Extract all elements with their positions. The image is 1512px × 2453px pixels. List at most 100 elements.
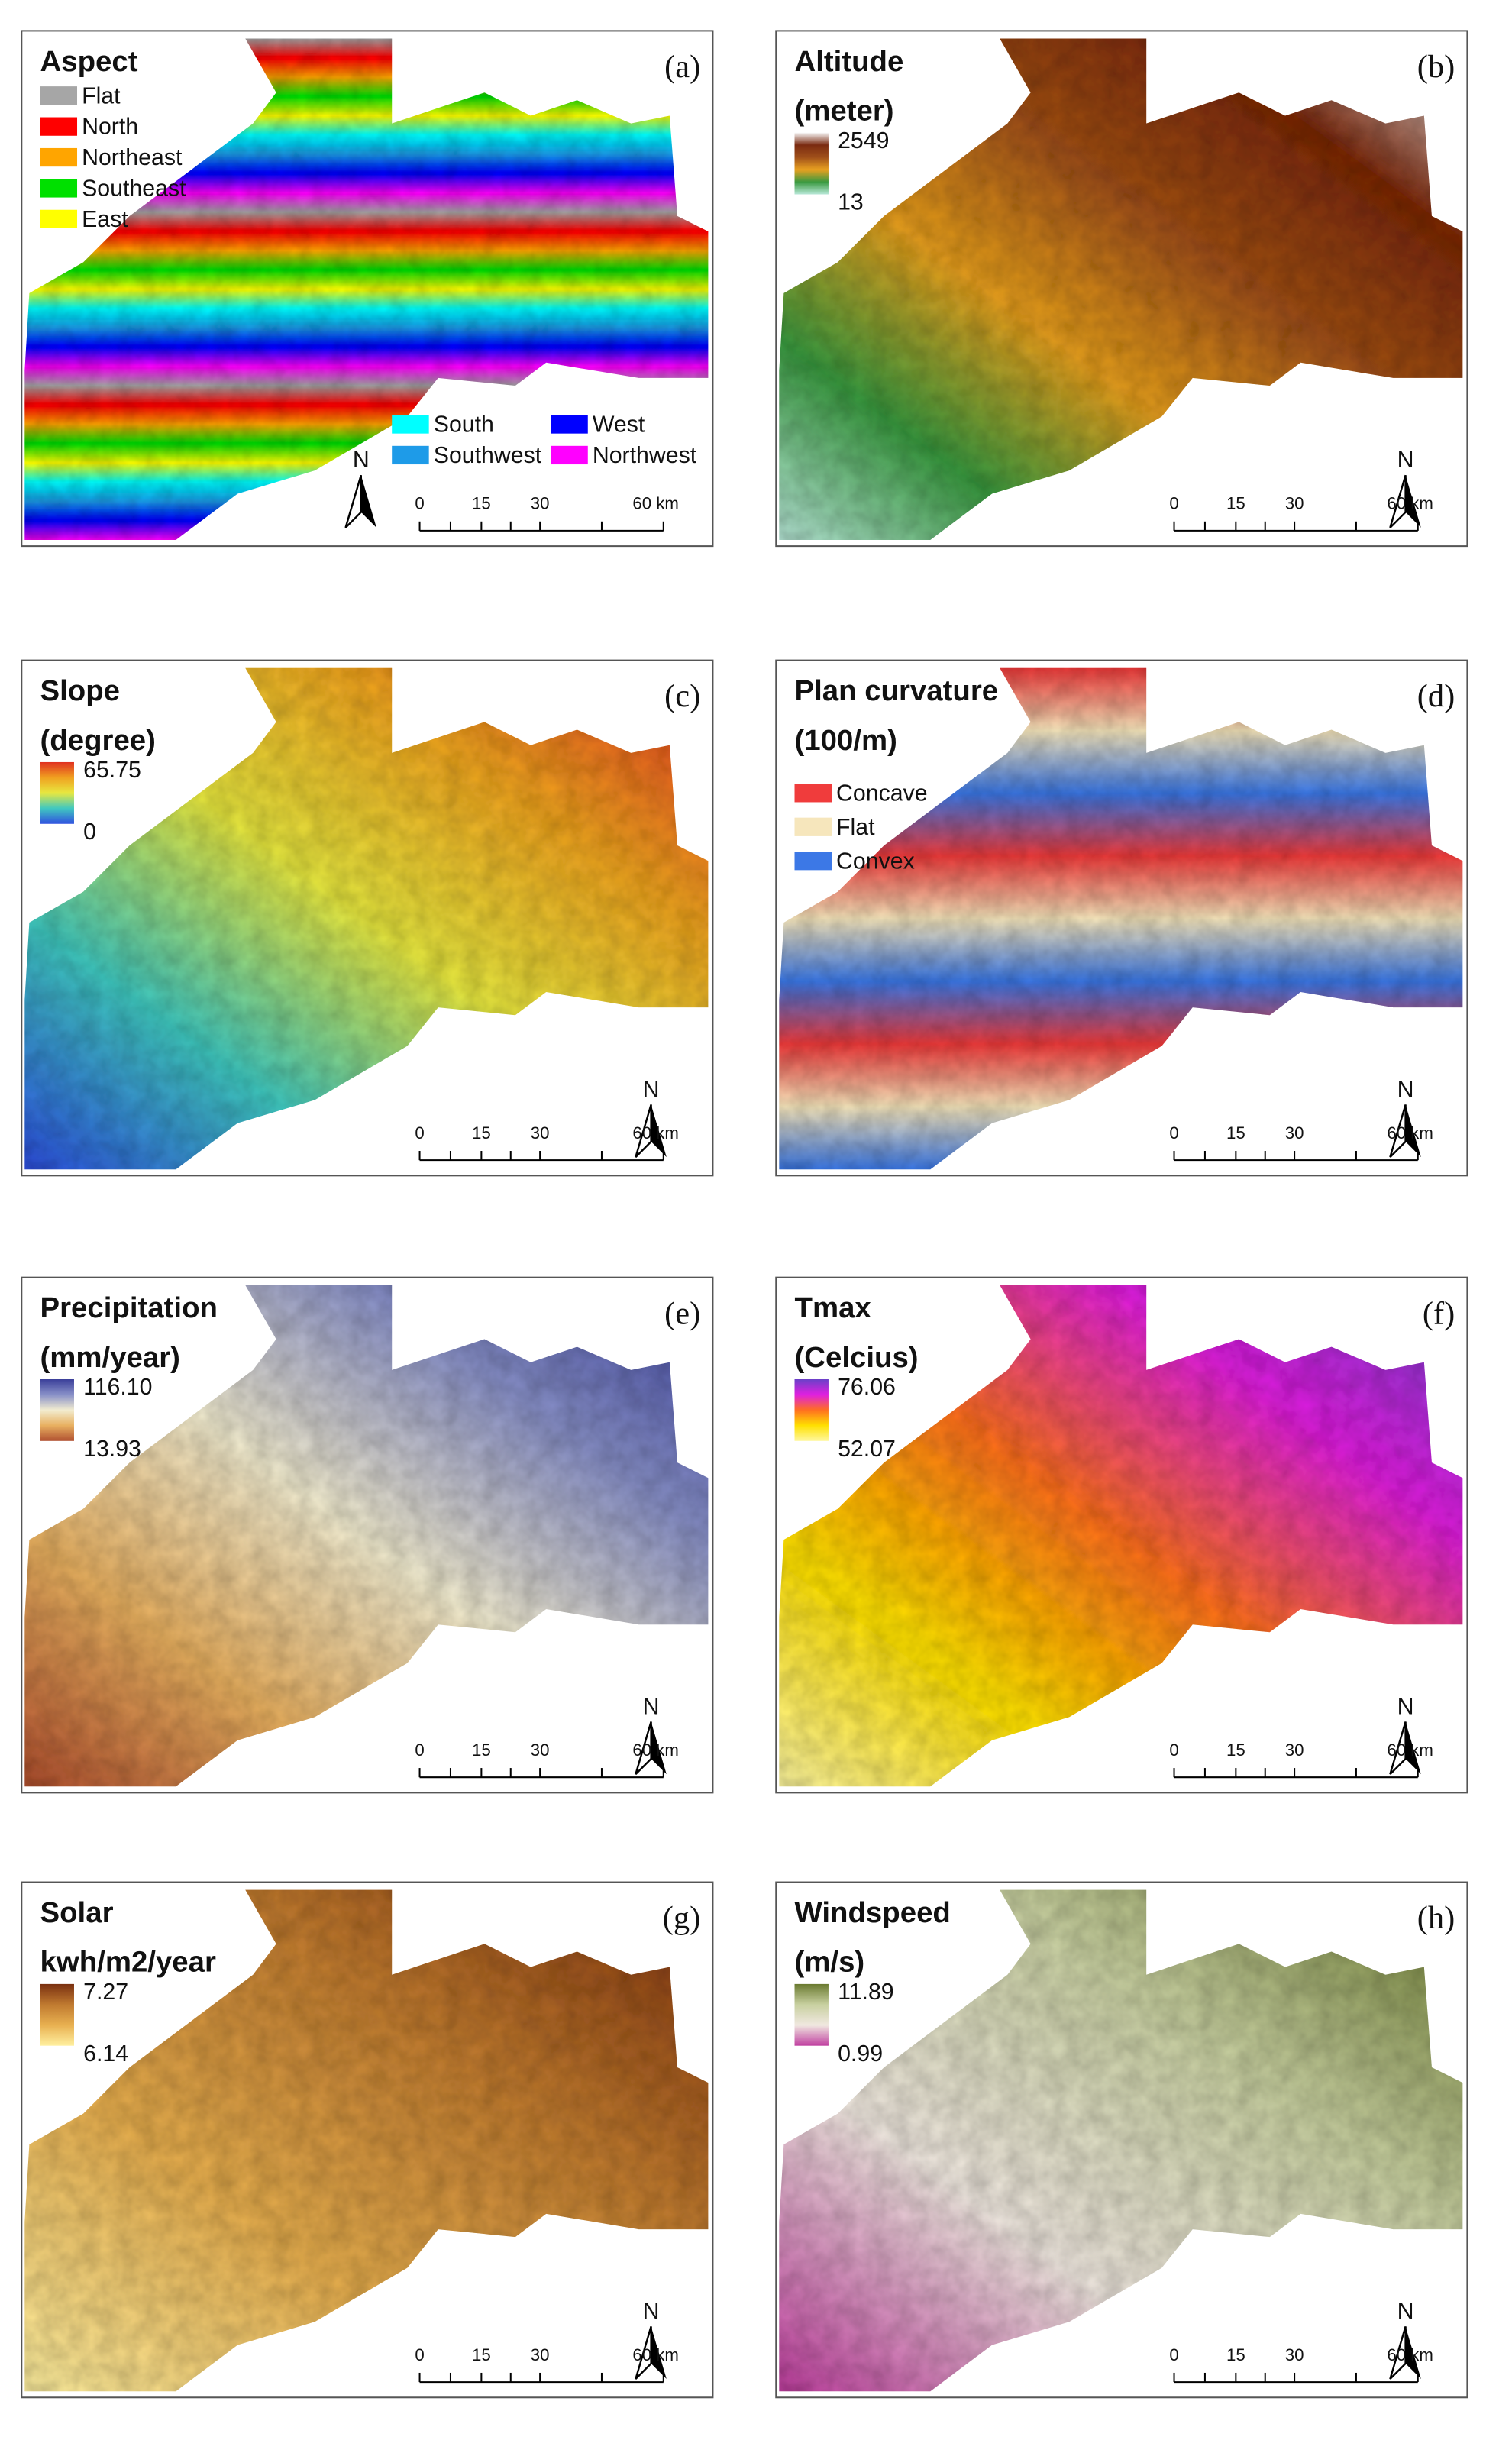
panel-title: Aspect	[40, 45, 138, 78]
legend-swatch	[392, 415, 429, 434]
legend-label: Concave	[836, 780, 928, 806]
scale-label: 30	[531, 1740, 550, 1760]
legend-ramp	[794, 1983, 829, 2046]
scale-label: 60 km	[1387, 2345, 1433, 2364]
map-area	[779, 38, 1463, 541]
legend-max: 76.06	[838, 1375, 896, 1400]
north-label: N	[1397, 448, 1414, 473]
legend-max: 7.27	[83, 1980, 128, 2005]
panel-title: Windspeed	[795, 1896, 951, 1929]
panel-letter: (f)	[1423, 1295, 1455, 1331]
panel-title: Tmax	[795, 1291, 872, 1324]
legend-swatch	[794, 852, 832, 871]
legend-unit: (meter)	[795, 95, 894, 128]
north-arrow	[651, 2326, 667, 2380]
scale-label: 0	[1169, 1740, 1178, 1760]
legend-swatch	[40, 209, 78, 228]
north-label: N	[1397, 1694, 1414, 1719]
north-label: N	[353, 448, 370, 473]
legend-label: West	[593, 412, 645, 438]
panel-letter: (b)	[1417, 49, 1455, 85]
map-panel: Slope (c) (degree)65.75 0 N 0 15 30 60 km	[21, 659, 714, 1177]
north-arrow	[1405, 2326, 1421, 2380]
scale-label: 60 km	[1387, 1740, 1433, 1760]
legend-ramp	[40, 761, 74, 824]
panel-title: Altitude	[795, 45, 904, 78]
legend-max: 2549	[838, 128, 889, 154]
scale-label: 15	[1226, 2345, 1245, 2364]
legend-min: 52.07	[838, 1437, 896, 1462]
panel-letter: (h)	[1417, 1900, 1455, 1936]
legend-swatch	[794, 784, 832, 803]
map-panel: Aspect (a) Flat North Northeast Southeast East…	[21, 30, 714, 548]
legend-unit: (100/m)	[795, 724, 897, 757]
map-area	[779, 1285, 1463, 1787]
legend-swatch	[40, 147, 78, 167]
legend-label: Southwest	[434, 443, 542, 468]
legend-unit: kwh/m2/year	[40, 1946, 216, 1979]
legend-swatch	[40, 179, 78, 198]
panel-letter: (d)	[1417, 678, 1455, 714]
scale-label: 60 km	[632, 494, 679, 513]
north-arrow	[651, 1721, 667, 1775]
panel-letter: (g)	[663, 1900, 700, 1936]
north-arrow	[1405, 1721, 1421, 1775]
scale-label: 0	[1169, 2345, 1178, 2364]
map-area	[779, 1889, 1463, 2392]
legend-swatch	[392, 445, 429, 465]
legend-swatch	[551, 415, 588, 434]
legend-label: Northwest	[593, 443, 697, 468]
north-label: N	[643, 1077, 660, 1102]
panel-letter: (c)	[664, 678, 700, 714]
legend-label: Southeast	[82, 176, 186, 202]
legend-ramp	[40, 1983, 74, 2046]
legend-swatch	[794, 817, 832, 836]
map-panel: Tmax (f) (Celcius)76.06 52.07 N 0 15 30 60 km	[775, 1276, 1468, 1794]
legend-min: 0	[83, 819, 96, 845]
legend-unit: (mm/year)	[40, 1341, 180, 1374]
legend-max: 11.89	[838, 1980, 894, 2005]
legend-label: Northeast	[82, 145, 183, 170]
legend-label: Flat	[82, 83, 121, 108]
legend-max: 116.10	[83, 1375, 152, 1400]
panel-title: Precipitation	[40, 1291, 218, 1324]
legend-label: South	[434, 412, 494, 438]
scale-label: 15	[1226, 1123, 1245, 1142]
legend-label: East	[82, 207, 128, 232]
scale-label: 15	[472, 1123, 491, 1142]
map-panel: Precipitation (e) (mm/year)116.10 13.93 N 0 15…	[21, 1276, 714, 1794]
legend-label: Flat	[836, 815, 875, 840]
scale-label: 0	[415, 2345, 424, 2364]
scale-label: 60 km	[1387, 1123, 1433, 1142]
scale-label: 60 km	[632, 1123, 679, 1142]
scale-label: 0	[415, 1740, 424, 1760]
panel-letter: (e)	[664, 1295, 700, 1331]
scale-label: 60 km	[632, 1740, 679, 1760]
north-label: N	[643, 2299, 660, 2324]
legend-min: 13	[838, 190, 864, 215]
legend-min: 0.99	[838, 2041, 883, 2067]
legend-unit: (degree)	[40, 724, 156, 757]
panel-letter: (a)	[664, 49, 700, 85]
legend-label: North	[82, 115, 138, 140]
legend-min: 13.93	[83, 1437, 141, 1462]
legend-max: 65.75	[83, 758, 141, 783]
scale-label: 15	[472, 494, 491, 513]
north-label: N	[1397, 1077, 1414, 1102]
scale-label: 15	[1226, 494, 1245, 513]
map-panel: Windspeed (h) (m/s)11.89 0.99 N 0 15 30 60 km	[775, 1881, 1468, 2399]
north-label: N	[1397, 2299, 1414, 2324]
legend-min: 6.14	[83, 2041, 128, 2067]
map-area	[779, 667, 1463, 1170]
scale-label: 0	[1169, 494, 1178, 513]
legend-ramp	[794, 132, 829, 195]
scale-label: 30	[1285, 494, 1304, 513]
scale-label: 60 km	[632, 2345, 679, 2364]
legend-swatch	[551, 445, 588, 465]
legend-ramp	[794, 1378, 829, 1441]
legend-unit: (Celcius)	[795, 1341, 919, 1374]
north-label: N	[643, 1694, 660, 1719]
